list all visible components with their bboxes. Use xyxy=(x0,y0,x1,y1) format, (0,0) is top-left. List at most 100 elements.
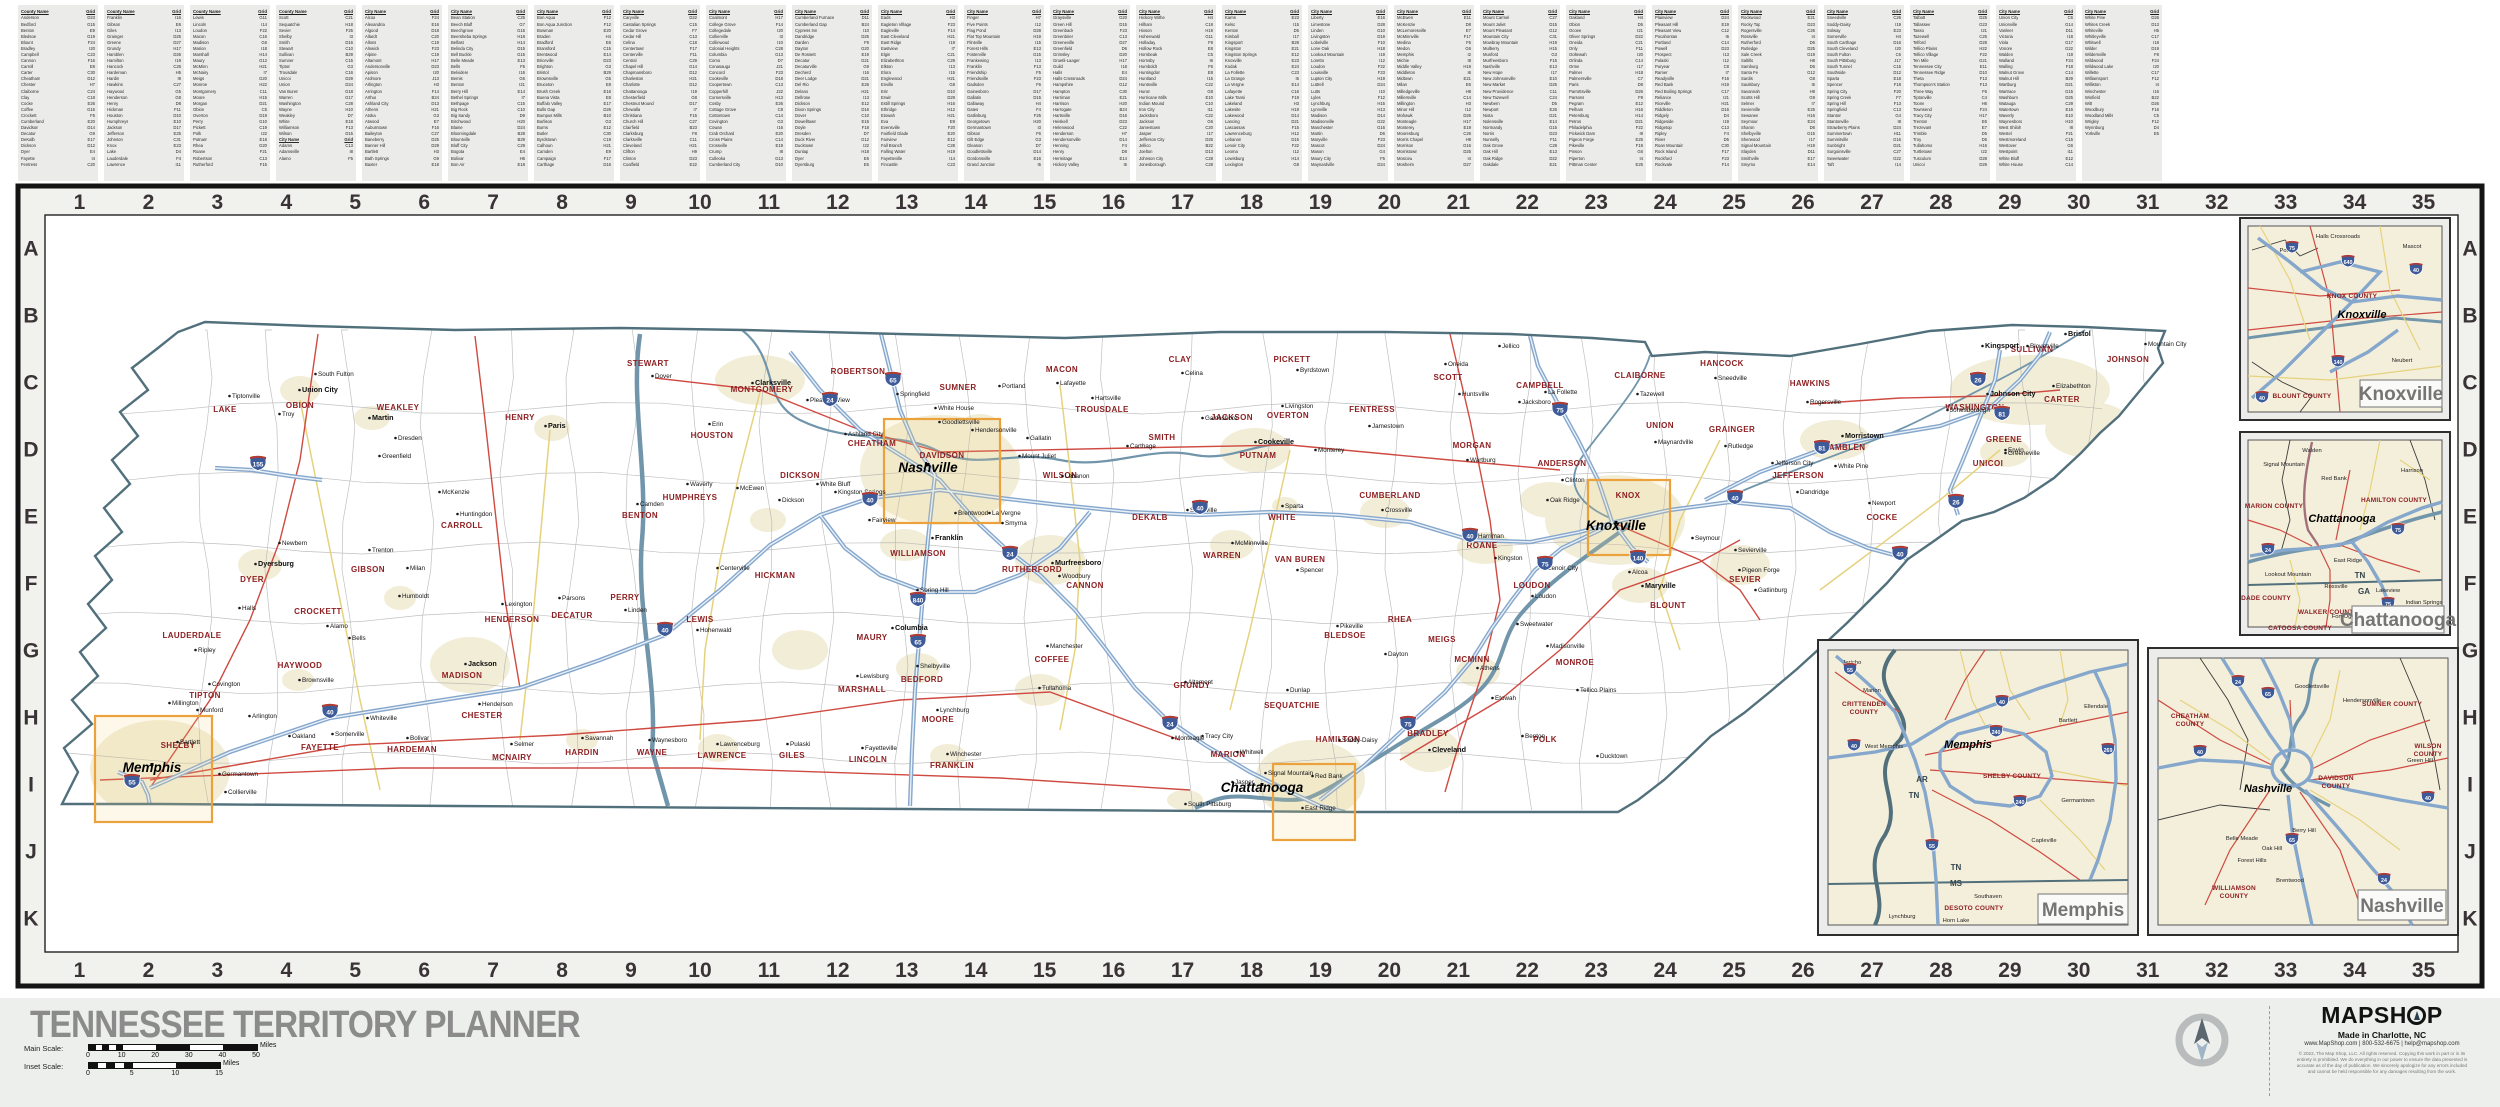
interstate-shield: 40 xyxy=(2255,390,2269,404)
city-dot xyxy=(1444,362,1447,366)
index-entry: Madison D14 xyxy=(1311,112,1385,118)
county-line xyxy=(1258,329,1273,811)
index-entry: Benton I21 xyxy=(451,82,525,88)
inset-place-label: Horn Lake xyxy=(1943,918,1970,924)
index-entry: Houston D10 xyxy=(107,112,181,118)
city-dot xyxy=(1521,734,1524,738)
index-entry: Stewart C10 xyxy=(279,45,353,51)
county-label: LAWRENCE xyxy=(698,751,747,760)
interstate-shield: 24 xyxy=(1161,715,1179,731)
index-entry: Obion D5 xyxy=(1569,21,1643,27)
county-label: WASHINGTON xyxy=(1946,403,2005,412)
index-entry: Saltillo H8 xyxy=(1741,58,1815,64)
city-label: Hohenwald xyxy=(700,627,732,634)
city-label: Whiteville xyxy=(370,715,397,722)
county-line xyxy=(1323,329,1339,811)
shield-number: 40 xyxy=(2425,796,2431,802)
index-entry: Hilham C18 xyxy=(1139,21,1213,27)
index-entry: Mount Juliet D15 xyxy=(1483,21,1557,27)
index-column-header: City Name Grid xyxy=(1139,9,1213,14)
grid-column-label: 14 xyxy=(964,191,988,214)
index-entry: Gadsden F6 xyxy=(967,82,1041,88)
inset-county-label: COUNTY xyxy=(2322,783,2351,790)
grid-column-label: 8 xyxy=(556,191,568,214)
index-column-header: City Name Grid xyxy=(1397,9,1471,14)
index-column-header: City Name Grid xyxy=(1999,9,2073,14)
city-label: Tazewell xyxy=(1640,391,1664,398)
index-entry: Tiptonville C4 xyxy=(1913,94,1987,100)
index-entry: Walnut Hill B29 xyxy=(1999,76,2073,82)
grid-column-label: 22 xyxy=(1516,191,1539,214)
city-label: Newport xyxy=(1872,500,1896,507)
index-entry: Church Hill C27 xyxy=(623,119,697,124)
index-entry: Willette C17 xyxy=(2085,70,2159,76)
brand-block: MAPSH P Made in Charlotte, NC www.MapShop… xyxy=(2282,1002,2482,1075)
index-entry: Blaine D24 xyxy=(451,125,525,131)
county-label: MEIGS xyxy=(1428,635,1456,644)
city-dot xyxy=(1018,454,1021,458)
city-dot xyxy=(544,424,547,428)
grid-column-label: 31 xyxy=(2136,191,2160,214)
index-entry: Pigeon Forge E25 xyxy=(1569,137,1643,143)
index-entry: Pulaski I12 xyxy=(1655,58,1729,64)
city-label: Trenton xyxy=(372,547,394,554)
city-dot xyxy=(378,454,381,458)
index-entry: Morristown D25 xyxy=(1397,149,1471,155)
index-entry: Pelham H16 xyxy=(1569,106,1643,112)
index-entry: Belinda City D15 xyxy=(451,45,525,51)
interstate-shield: 75 xyxy=(2391,522,2405,536)
city-label: Linden xyxy=(628,607,647,614)
index-entry: Williston I4 xyxy=(2085,82,2159,88)
county-label: HENDERSON xyxy=(485,615,540,624)
index-entry: Munford G3 xyxy=(1483,51,1557,57)
index-entry: Bon Aqua Junction F12 xyxy=(537,21,611,27)
grid-column-label: 24 xyxy=(1653,191,1677,214)
index-entry: Cleveland H21 xyxy=(623,143,697,149)
index-entry: Winfield B22 xyxy=(2085,94,2159,100)
inset-county-label: COUNTY xyxy=(2220,893,2249,900)
city-dot xyxy=(1491,696,1494,700)
index-entry: Fayetteville I14 xyxy=(881,155,955,161)
city-dot xyxy=(1264,771,1267,775)
urban-area-tint xyxy=(354,406,390,430)
index-entry: Victoria I18 xyxy=(1999,33,2073,39)
index-entry: Oakland H4 xyxy=(1569,15,1643,21)
county-label: CUMBERLAND xyxy=(1359,491,1420,500)
index-entry: Turtletown I22 xyxy=(1913,149,1987,155)
city-label: Murfreesboro xyxy=(1055,558,1102,567)
index-entry: Bean Station C25 xyxy=(451,15,525,21)
index-entry: Eagleton Village F23 xyxy=(881,21,955,27)
city-dot xyxy=(1126,444,1129,448)
inset-place-label: Green Hill xyxy=(2407,758,2433,764)
county-line xyxy=(690,329,705,811)
city-dot xyxy=(1056,381,1059,385)
city-dot xyxy=(1498,344,1501,348)
fine-print-line: entirety is prohibited. We do everything… xyxy=(2296,1057,2468,1062)
city-dot xyxy=(348,636,351,640)
city-dot xyxy=(2052,384,2055,388)
index-entry: Maryville F23 xyxy=(1311,137,1385,143)
index-entry: Surgoinsville C27 xyxy=(1827,149,1901,155)
county-label: HUMPHREYS xyxy=(663,493,718,502)
inset-place-label: Ellendale xyxy=(2084,704,2108,710)
interstate-shield: 40 xyxy=(321,703,339,719)
index-entry: Birchwood H20 xyxy=(451,119,525,124)
index-entry: Hohenwald G11 xyxy=(1139,33,1213,39)
city-label: Germantown xyxy=(222,771,259,778)
county-label: BLEDSOE xyxy=(1324,631,1366,640)
index-entry: Walnut Grove C14 xyxy=(1999,70,2073,76)
index-entry: Burns E12 xyxy=(537,125,611,131)
inset-place-label: Mascot xyxy=(2403,244,2422,250)
index-entry: Cumberland City D10 xyxy=(709,161,783,167)
city-dot xyxy=(1281,404,1284,408)
index-entry: Moore H15 xyxy=(193,94,267,100)
index-entry: Beech Bluff G7 xyxy=(451,21,525,27)
inset-place-label: Belle Meade xyxy=(2226,836,2258,842)
index-entry: Pinson G6 xyxy=(1569,149,1643,155)
index-entry: Butler C30 xyxy=(537,131,611,137)
interstate-shield: 640 xyxy=(2341,254,2355,268)
index-entry: Walland F24 xyxy=(1999,58,2073,64)
index-entry: Banner Hill D29 xyxy=(365,143,439,149)
index-entry: De Rossett E19 xyxy=(795,51,869,57)
index-entry: Westover G6 xyxy=(1999,143,2073,149)
